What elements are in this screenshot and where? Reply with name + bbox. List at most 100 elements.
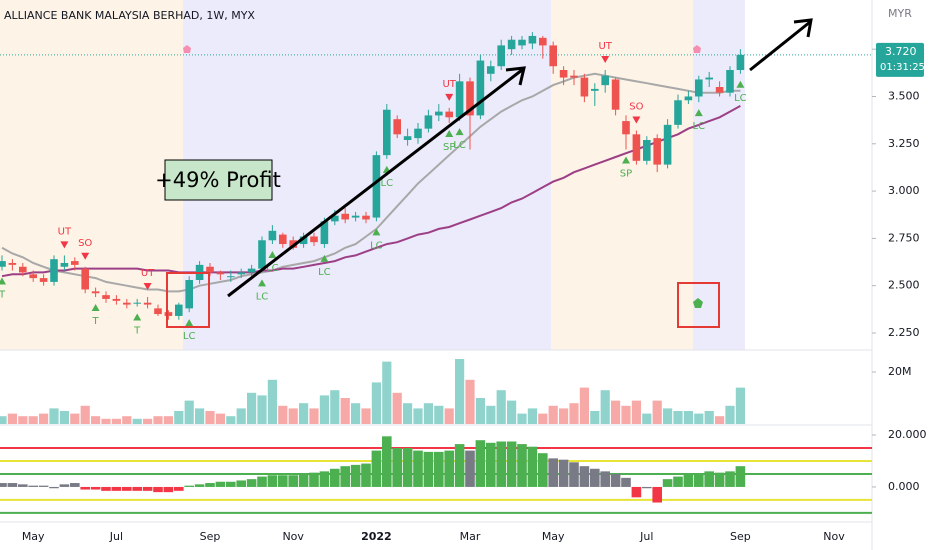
indicator-bar	[226, 481, 236, 487]
indicator-bar	[538, 453, 548, 487]
volume-bar	[174, 411, 184, 424]
candle-body	[435, 111, 443, 116]
signal-triangle	[622, 156, 630, 164]
indicator-tick-label: 20.000	[888, 428, 927, 441]
candle-body	[0, 261, 6, 267]
plot: May Jul Sep Nov 2022 Mar May Jul Sep Nov 2.250 2.50…	[0, 32, 927, 543]
candle-body	[580, 77, 589, 97]
indicator-bar	[319, 471, 330, 487]
signal-triangle	[143, 283, 152, 291]
volume-bar	[330, 390, 340, 424]
candle-body	[247, 268, 256, 273]
candle-body	[310, 236, 318, 243]
signal-label: SO	[629, 102, 643, 113]
volume-bar	[111, 418, 121, 424]
candle-body	[299, 236, 308, 245]
indicator-bar	[465, 450, 475, 487]
candle-body	[632, 134, 641, 161]
indicator-bar	[246, 479, 257, 487]
candle-body	[663, 124, 672, 165]
indicator-bar	[18, 484, 28, 487]
indicator-bar	[662, 479, 673, 487]
indicator-bar	[215, 481, 226, 487]
volume-bar	[132, 418, 142, 424]
candle-body	[424, 115, 433, 129]
indicator-bar	[402, 447, 413, 487]
volume-bar	[538, 413, 548, 424]
volume-bar	[413, 408, 423, 424]
marker	[693, 298, 703, 308]
signal-label: LC	[256, 291, 269, 302]
volume-bar	[517, 413, 527, 424]
x-tick-label: Sep	[730, 530, 751, 543]
candle-body	[91, 291, 100, 294]
indicator-bar	[610, 473, 621, 487]
volume-bar	[621, 405, 631, 424]
trend-arrow	[227, 68, 523, 298]
candle-body	[549, 45, 557, 67]
volume-bar	[600, 390, 610, 424]
signal-triangle	[81, 252, 90, 260]
volume-bar	[319, 395, 329, 424]
indicator-bar	[330, 468, 340, 487]
indicator-bar	[621, 477, 631, 487]
candle-body	[102, 295, 110, 299]
volume-bar	[299, 403, 309, 424]
volume-bar	[288, 408, 298, 424]
signal-label: LC	[318, 267, 331, 278]
candle-body	[393, 119, 401, 135]
candle-body	[695, 79, 703, 97]
indicator-bar	[683, 473, 694, 487]
price-tag	[876, 42, 924, 77]
chart-title: ALLIANCE BANK MALAYSIA BERHAD, 1W, MYX	[4, 9, 255, 22]
countdown: 01:31:25	[880, 62, 925, 73]
indicator-bar	[725, 471, 735, 487]
signal-triangle	[601, 56, 610, 63]
volume-bar	[226, 416, 236, 424]
indicator-bar	[257, 476, 267, 487]
signal-label: UT	[58, 226, 72, 237]
indicator-bar	[7, 483, 18, 487]
volume-bar	[257, 395, 267, 424]
candle-body	[154, 308, 162, 315]
indicator-bar	[132, 486, 142, 491]
candle-body	[414, 128, 422, 139]
volume-bar	[163, 416, 173, 424]
indicator-bar	[38, 485, 49, 487]
indicator-bar	[194, 484, 205, 487]
indicator-bar	[309, 472, 319, 487]
indicator-bar	[506, 441, 517, 487]
candle-body	[559, 70, 568, 78]
volume-bar	[475, 398, 485, 424]
candle-body	[476, 60, 485, 116]
indicator-bar	[475, 440, 486, 487]
volume-bar	[361, 408, 371, 424]
signal-label: SO	[78, 238, 92, 249]
signal-label: T	[92, 316, 100, 327]
candle-body	[279, 234, 287, 245]
candle-body	[705, 77, 713, 80]
volume-bar	[247, 392, 257, 424]
highlight-box	[677, 282, 720, 328]
indicator-bar	[569, 462, 579, 487]
signal-label: LC	[183, 331, 196, 342]
candle-body	[143, 302, 152, 305]
indicator-bar	[652, 486, 662, 503]
candle-body	[268, 230, 277, 241]
x-tick-label: Jul	[109, 530, 123, 543]
signal-label: SP	[620, 168, 632, 179]
indicator-bar	[288, 475, 298, 487]
volume-bar	[455, 359, 465, 424]
volume-bar	[278, 405, 288, 424]
signal-label: LC	[734, 93, 747, 104]
volume-bar	[683, 411, 693, 424]
x-tick-label: Mar	[460, 530, 481, 543]
candle-body	[39, 278, 48, 282]
volume-bar	[579, 387, 589, 424]
indicator-bar	[527, 446, 538, 487]
volume-bar	[309, 408, 319, 424]
signal-label: LC	[693, 121, 706, 132]
volume-bar	[80, 405, 90, 424]
